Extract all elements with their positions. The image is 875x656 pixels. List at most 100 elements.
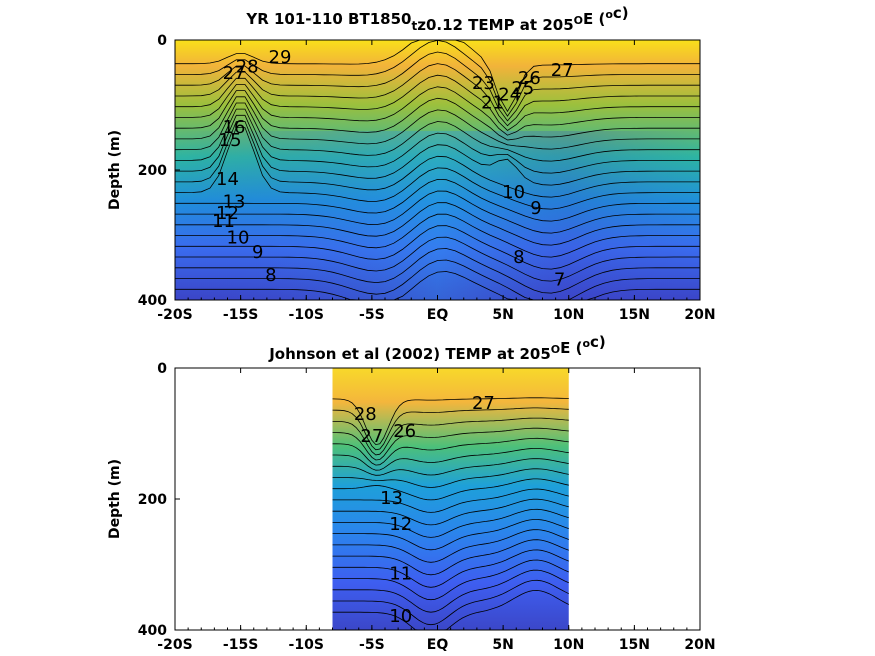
contour-line <box>332 427 569 461</box>
x-tick-label: -10S <box>289 637 324 653</box>
contour-label: 12 <box>216 203 239 224</box>
y-tick-label: 400 <box>138 293 167 309</box>
contour-label: 13 <box>223 192 246 213</box>
x-tick-label: -20S <box>157 307 192 323</box>
contour-line <box>175 271 700 301</box>
y-tick-label: 0 <box>157 361 167 377</box>
chart-title: Johnson et al (2002) TEMP at 205OE (oc) <box>268 333 606 363</box>
contour-lines <box>332 397 569 631</box>
x-tick-label: 10N <box>553 307 584 323</box>
contour-label: 13 <box>380 488 403 509</box>
contour-line <box>332 478 569 501</box>
contour-label: 25 <box>511 78 534 99</box>
contour-line <box>332 539 569 576</box>
contour-line <box>175 63 700 127</box>
contour-line <box>175 190 700 234</box>
contour-line <box>332 498 569 526</box>
contour-line <box>175 114 700 186</box>
contour-line <box>175 84 700 136</box>
contour-line <box>332 549 569 588</box>
y-tick-label: 200 <box>138 492 167 508</box>
contour-label: 24 <box>498 84 521 105</box>
contour-line <box>332 579 569 626</box>
contour-line <box>175 51 700 122</box>
contour-label: 8 <box>265 265 276 286</box>
x-tick-label: 5N <box>492 307 513 323</box>
y-axis-label: Depth (m) <box>107 130 123 210</box>
contour-line <box>332 397 569 446</box>
contour-label: 10 <box>227 227 250 248</box>
contour-line <box>174 102 700 162</box>
x-tick-label: -5S <box>359 307 385 323</box>
contour-line <box>332 468 569 488</box>
y-axis-label: Depth (m) <box>107 459 123 539</box>
contour-label: 12 <box>389 514 412 535</box>
x-tick-label: -20S <box>157 637 192 653</box>
contour-label: 10 <box>389 606 412 627</box>
contour-label: 10 <box>502 182 525 203</box>
x-tick-label: 20N <box>684 307 715 323</box>
y-tick-label: 400 <box>138 623 167 639</box>
contour-label: 26 <box>518 68 541 89</box>
contour-line <box>175 121 700 198</box>
contour-line <box>332 589 569 631</box>
x-tick-label: 15N <box>619 307 650 323</box>
contour-line <box>175 90 700 141</box>
x-tick-label: -5S <box>359 637 385 653</box>
x-tick-label: -10S <box>289 307 324 323</box>
y-tick-label: 0 <box>157 33 167 49</box>
contour-label: 9 <box>252 242 263 263</box>
contour-line <box>332 559 569 601</box>
contour-line <box>175 202 700 246</box>
contour-line <box>175 96 700 150</box>
x-tick-label: EQ <box>427 307 449 323</box>
contour-label: 11 <box>212 211 235 232</box>
contour-line <box>332 529 569 563</box>
contour-lines <box>174 39 700 301</box>
contour-label: 26 <box>393 421 416 442</box>
contour-line <box>175 213 700 258</box>
contour-label: 23 <box>472 73 495 94</box>
contour-line <box>332 407 569 451</box>
contour-line <box>332 458 569 476</box>
contour-label: 28 <box>236 56 259 77</box>
contour-line <box>332 417 569 456</box>
x-tick-label: 15N <box>619 637 650 653</box>
contour-line <box>332 488 569 513</box>
contour-line <box>332 448 569 471</box>
x-tick-label: -15S <box>223 637 258 653</box>
contour-line <box>332 569 569 613</box>
contour-line <box>175 108 700 174</box>
contour-line <box>175 248 700 294</box>
contour-label: 11 <box>389 563 412 584</box>
contour-label: 27 <box>551 60 574 81</box>
contour-line <box>332 519 569 551</box>
x-tick-label: -15S <box>223 307 258 323</box>
contour-label: 15 <box>219 130 242 151</box>
chart-title: YR 101-110 BT1850tz0.12 TEMP at 205OE (o… <box>245 4 628 34</box>
x-tick-label: 10N <box>553 637 584 653</box>
contour-line <box>175 225 700 270</box>
x-tick-label: 5N <box>492 637 513 653</box>
panel-model: YR 101-110 BT1850tz0.12 TEMP at 205OE (o… <box>107 4 716 323</box>
contour-line <box>332 437 569 466</box>
contour-label: 27 <box>472 393 495 414</box>
x-tick-label: 20N <box>684 637 715 653</box>
contour-line <box>175 127 700 210</box>
contour-label: 21 <box>481 93 504 114</box>
contour-label: 29 <box>269 47 292 68</box>
contour-line <box>332 508 569 538</box>
contour-label: 7 <box>554 270 565 291</box>
contour-label: 28 <box>354 404 377 425</box>
contour-label: 8 <box>513 247 524 268</box>
contour-label: 16 <box>223 117 246 138</box>
contour-line <box>175 74 700 132</box>
contour-label: 9 <box>530 198 541 219</box>
panel-johnson: Johnson et al (2002) TEMP at 205OE (oc) 2… <box>107 333 716 653</box>
x-tick-label: EQ <box>427 637 449 653</box>
contour-line <box>175 236 700 282</box>
y-tick-label: 200 <box>138 163 167 179</box>
contour-label: 14 <box>216 169 239 190</box>
contour-line <box>175 178 700 222</box>
